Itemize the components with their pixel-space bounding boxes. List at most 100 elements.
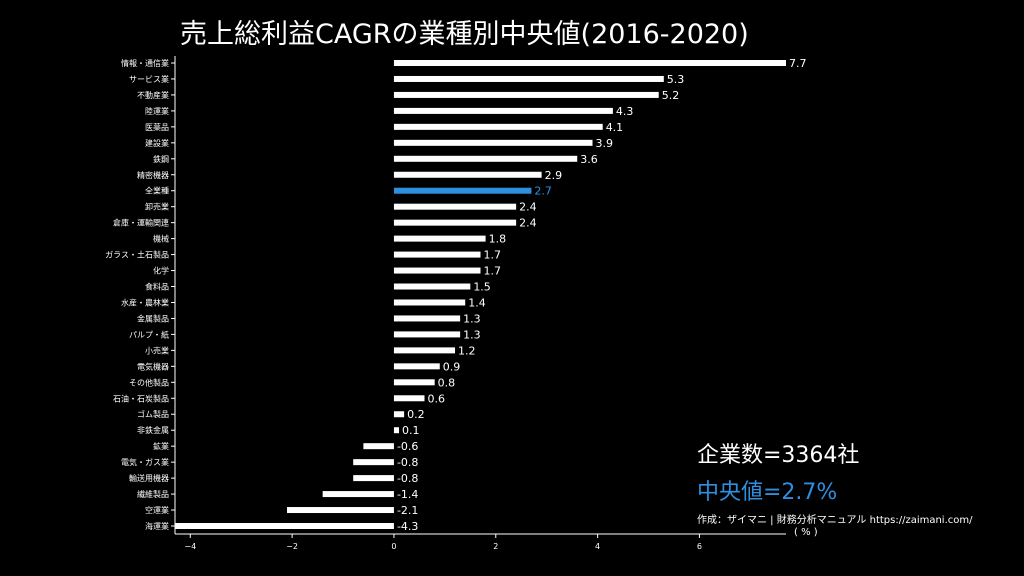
bar: [393, 283, 471, 290]
data-label: 2.9: [545, 169, 563, 182]
credit-text: 作成：ザイマニ | 財務分析マニュアル https://zaimani.com/: [697, 515, 973, 526]
y-tick-label: 電気・ガス業: [121, 457, 169, 467]
y-tick-label: 電気機器: [137, 361, 169, 371]
data-label: 1.8: [489, 233, 507, 246]
y-tick-label: 精密機器: [137, 170, 169, 180]
data-label: 1.2: [458, 344, 476, 357]
y-tick-label: 繊維製品: [137, 489, 169, 499]
median-annotation: 中央値=2.7%: [697, 480, 838, 505]
y-tick-label: 医薬品: [145, 122, 169, 132]
bar: [393, 187, 532, 194]
y-tick-label: サービス業: [129, 74, 169, 84]
y-tick-label: 卸売業: [145, 202, 169, 212]
data-label: 2.7: [534, 185, 552, 198]
y-tick-label: 建設業: [145, 138, 169, 148]
x-tick-label: 2: [493, 542, 498, 551]
bar: [393, 299, 466, 306]
y-tick-label: 機械: [153, 234, 169, 244]
y-tick-label: 水産・農林業: [121, 297, 169, 307]
y-tick-label: 情報・通信業: [121, 58, 169, 68]
bar: [393, 395, 425, 402]
bar: [393, 139, 593, 146]
bar: [393, 315, 461, 322]
y-tick-label: 倉庫・運輸関連: [113, 218, 169, 228]
bar: [393, 347, 456, 354]
data-label: 4.3: [616, 105, 634, 118]
y-tick-label: 金属製品: [137, 313, 169, 323]
data-label: 0.6: [427, 392, 445, 405]
x-tick-label: 0: [391, 542, 396, 551]
data-label: 0.2: [407, 408, 425, 421]
y-tick-label: 海運業: [145, 521, 169, 531]
data-label: -0.6: [397, 440, 418, 453]
bar: [393, 219, 517, 226]
data-label: 4.1: [606, 121, 624, 134]
y-tick-label: 小売業: [145, 345, 169, 355]
data-label: 2.4: [519, 217, 537, 230]
bar: [322, 491, 394, 498]
bar: [393, 379, 435, 386]
y-tick-label: その他製品: [129, 377, 169, 387]
data-label: 1.4: [468, 296, 486, 309]
bar: [393, 203, 517, 210]
y-tick-label: 陸運業: [145, 106, 169, 116]
data-label: -0.8: [397, 472, 418, 485]
y-tick-label: 化学: [153, 266, 169, 276]
data-label: 1.5: [473, 281, 491, 294]
bar: [393, 171, 542, 178]
data-label: -1.4: [397, 488, 418, 501]
bar: [393, 155, 578, 162]
data-label: -4.3: [397, 520, 418, 533]
bar: [287, 507, 394, 514]
data-label: -0.8: [397, 456, 418, 469]
y-tick-label: 食料品: [145, 282, 169, 292]
bar: [393, 107, 613, 114]
data-label: 1.7: [484, 265, 502, 278]
y-tick-label: ゴム製品: [137, 409, 169, 419]
x-tick-label: −4: [184, 542, 196, 551]
company-count-annotation: 企業数=3364社: [697, 443, 860, 468]
y-tick-label: パルプ・紙: [129, 329, 169, 339]
bar: [175, 523, 394, 529]
bar: [393, 235, 486, 242]
x-tick-label: 6: [697, 542, 702, 551]
data-label: -2.1: [397, 504, 418, 517]
y-tick-label: 空運業: [145, 505, 169, 515]
bar: [393, 411, 405, 418]
x-tick-label: 4: [595, 542, 600, 551]
data-label: 5.2: [662, 89, 680, 102]
x-tick-label: −2: [286, 542, 298, 551]
y-tick-label: 石油・石炭製品: [113, 393, 169, 403]
data-label: 1.3: [463, 328, 481, 341]
y-tick-label: 鉱業: [153, 441, 169, 451]
data-label: 2.4: [519, 201, 537, 214]
bar: [393, 123, 603, 130]
bar: [353, 475, 394, 482]
chart-title: 売上総利益CAGRの業種別中央値(2016-2020): [180, 19, 749, 50]
y-tick-label: 非鉄金属: [137, 425, 169, 435]
data-label: 7.7: [789, 57, 807, 70]
bar: [393, 427, 400, 434]
data-label: 3.6: [580, 153, 598, 166]
bar: [393, 267, 481, 274]
bar: [363, 443, 394, 450]
y-tick-label: 不動産業: [137, 90, 169, 100]
bar: [393, 331, 461, 338]
y-tick-label: 輸送用機器: [129, 473, 169, 483]
data-label: 1.7: [484, 249, 502, 262]
data-label: 3.9: [596, 137, 614, 150]
data-label: 0.1: [402, 424, 420, 437]
data-label: 1.3: [463, 312, 481, 325]
bar: [393, 91, 659, 98]
bar: [393, 75, 664, 82]
x-axis-label: ( % ): [794, 527, 818, 538]
bar: [393, 251, 481, 258]
data-label: 0.8: [438, 376, 456, 389]
y-tick-label: 全業種: [145, 186, 169, 196]
bar: [393, 60, 786, 66]
data-label: 0.9: [443, 360, 461, 373]
data-label: 5.3: [667, 73, 685, 86]
y-tick-label: ガラス・土石製品: [105, 250, 169, 260]
bar: [393, 363, 440, 370]
